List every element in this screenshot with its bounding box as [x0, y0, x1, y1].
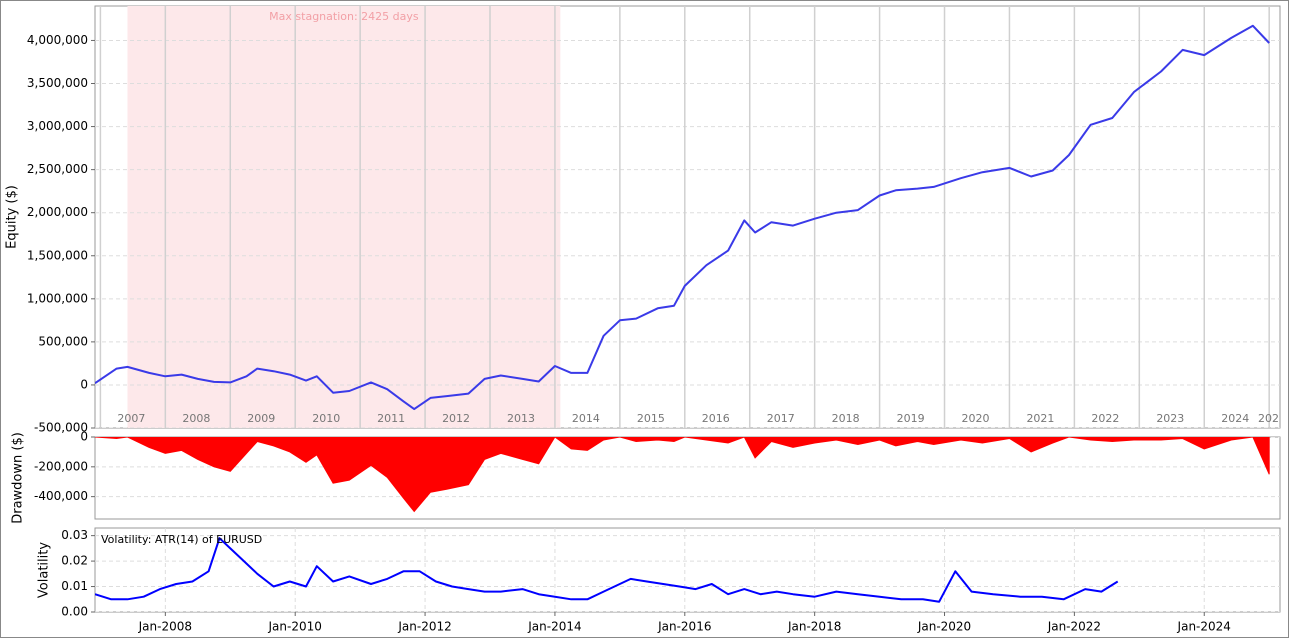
y-tick-label: -200,000	[34, 459, 88, 473]
year-label: 2023	[1156, 412, 1184, 425]
year-label: 202	[1258, 412, 1279, 425]
x-tick-label: Jan-2024	[1177, 620, 1231, 634]
x-tick-label: Jan-2020	[917, 620, 971, 634]
x-tick-label: Jan-2008	[138, 620, 192, 634]
year-label: 2015	[637, 412, 665, 425]
stagnation-label: Max stagnation: 2425 days	[269, 10, 419, 23]
y-tick-label: -500,000	[34, 421, 88, 435]
year-label: 2017	[767, 412, 795, 425]
x-tick-label: Jan-2012	[397, 620, 451, 634]
x-tick-label: Jan-2016	[657, 620, 711, 634]
y-tick-label: 0	[80, 377, 88, 391]
year-label: 2012	[442, 412, 470, 425]
y-axis-label: Equity ($)	[5, 185, 20, 249]
plot-content: Max stagnation: 2425 days	[95, 6, 1280, 428]
year-label: 2013	[507, 412, 535, 425]
plot-area	[94, 527, 1281, 613]
year-label: 2022	[1091, 412, 1119, 425]
y-tick-label: 0.01	[61, 579, 88, 593]
y-tick-label: 0.00	[61, 605, 88, 619]
y-axis-label: Drawdown ($)	[11, 432, 26, 524]
y-tick-label: 2,000,000	[27, 205, 88, 219]
area	[95, 437, 1270, 513]
year-label: 2007	[117, 412, 145, 425]
y-tick-label: 2,500,000	[27, 162, 88, 176]
year-label: 2018	[832, 412, 860, 425]
y-tick-label: 0.03	[61, 528, 88, 542]
line	[95, 537, 1119, 603]
y-tick-label: 1,500,000	[27, 248, 88, 262]
x-tick-label: Jan-2018	[787, 620, 841, 634]
year-label: 2014	[572, 412, 600, 425]
y-tick-label: 3,500,000	[27, 76, 88, 90]
x-tick-label: Jan-2010	[268, 620, 322, 634]
x-tick-label: Jan-2014	[527, 620, 581, 634]
y-axis-label: Volatility	[37, 542, 52, 598]
plot-content	[95, 437, 1280, 513]
annotation: Volatility: ATR(14) of EURUSD	[101, 533, 262, 546]
year-label: 2010	[312, 412, 340, 425]
year-label: 2020	[962, 412, 990, 425]
y-tick-label: 500,000	[38, 334, 88, 348]
year-label: 2019	[897, 412, 925, 425]
y-tick-label: 4,000,000	[27, 33, 88, 47]
y-tick-label: -400,000	[34, 489, 88, 503]
y-tick-label: 3,000,000	[27, 119, 88, 133]
line	[95, 24, 1270, 411]
y-tick-label: 1,000,000	[27, 291, 88, 305]
year-label: 2008	[182, 412, 210, 425]
x-tick-label: Jan-2022	[1047, 620, 1101, 634]
year-label: 2021	[1026, 412, 1054, 425]
year-label: 2009	[247, 412, 275, 425]
y-tick-label: 0.02	[61, 554, 88, 568]
y-tick-label: 0	[80, 430, 88, 444]
plot-content	[95, 528, 1280, 612]
year-label: 2011	[377, 412, 405, 425]
year-label: 2016	[702, 412, 730, 425]
plot-area	[94, 436, 1281, 520]
year-label: 2024	[1221, 412, 1249, 425]
stagnation-band	[127, 6, 561, 428]
